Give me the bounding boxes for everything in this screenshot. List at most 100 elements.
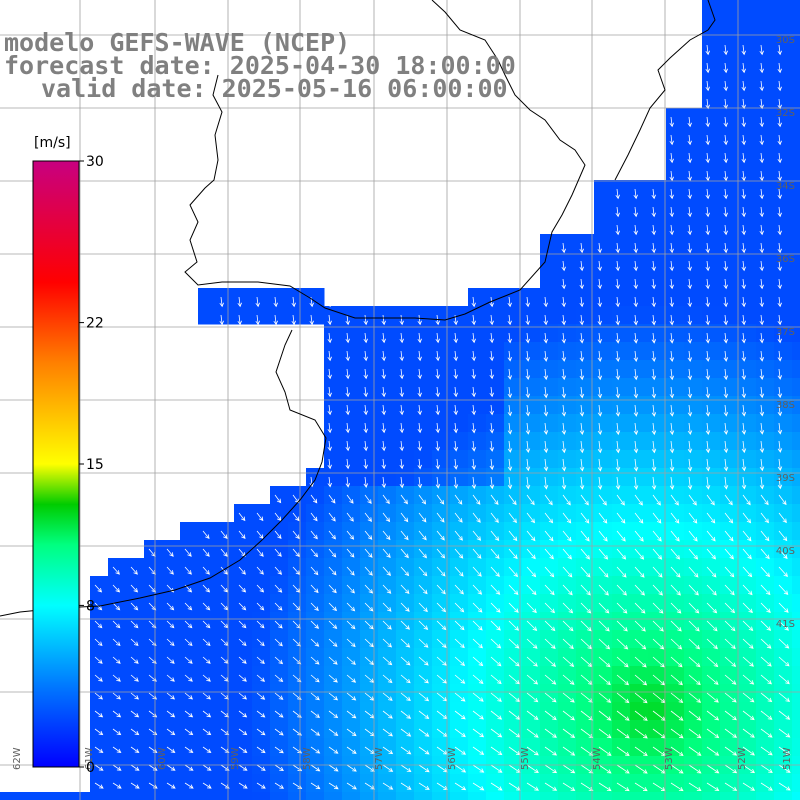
wind-cell	[234, 540, 253, 559]
wind-cell	[450, 720, 469, 739]
wind-cell	[198, 630, 217, 649]
wind-cell	[756, 558, 775, 577]
wind-arrow	[274, 674, 284, 683]
wind-cell	[540, 378, 559, 397]
wind-cell	[594, 216, 613, 235]
wind-cell	[288, 720, 307, 739]
wind-cell	[504, 684, 523, 703]
wind-cell	[414, 630, 433, 649]
wind-cell	[144, 612, 163, 631]
wind-cell	[738, 288, 757, 307]
wind-arrow	[777, 134, 782, 146]
wind-cell	[252, 306, 271, 325]
wind-cell	[180, 648, 199, 667]
wind-cell	[774, 630, 793, 649]
wind-cell	[486, 576, 505, 595]
wind-cell	[90, 684, 109, 703]
wind-arrow	[130, 728, 140, 736]
wind-cell	[756, 180, 775, 199]
wind-cell	[756, 18, 775, 37]
wind-arrow	[688, 494, 697, 506]
wind-arrow	[94, 638, 103, 647]
wind-cell	[558, 288, 577, 307]
wind-arrow	[742, 566, 753, 578]
wind-arrow	[616, 674, 630, 686]
wind-arrow	[760, 566, 771, 578]
wind-cell	[702, 342, 721, 361]
wind-cell	[468, 774, 487, 793]
wind-cell	[756, 108, 775, 127]
wind-arrow	[579, 368, 585, 381]
wind-arrow	[579, 260, 584, 272]
wind-cell	[648, 630, 667, 649]
wind-arrow	[489, 314, 494, 326]
wind-cell	[324, 612, 343, 631]
wind-cell	[648, 414, 667, 433]
wind-arrow	[274, 548, 282, 557]
wind-cell	[396, 558, 415, 577]
wind-cell	[540, 342, 559, 361]
wind-cell	[468, 522, 487, 541]
wind-cell	[792, 288, 800, 307]
wind-arrow	[634, 674, 648, 686]
wind-cell	[450, 432, 469, 451]
wind-cell	[396, 594, 415, 613]
wind-cell	[324, 522, 343, 541]
wind-cell	[414, 504, 433, 523]
wind-arrow	[274, 620, 283, 629]
wind-arrow	[598, 674, 611, 686]
wind-arrow	[706, 782, 720, 791]
wind-cell	[360, 360, 379, 379]
wind-arrow	[399, 422, 404, 434]
model-title: modelo GEFS-WAVE (NCEP)	[4, 28, 351, 57]
wind-cell	[378, 378, 397, 397]
wind-cell	[486, 684, 505, 703]
wind-cell	[396, 378, 415, 397]
wind-arrow	[471, 332, 476, 344]
wind-cell	[324, 342, 343, 361]
wind-arrow	[453, 368, 458, 380]
wind-cell	[594, 702, 613, 721]
wind-arrow	[706, 746, 720, 756]
wind-cell	[396, 612, 415, 631]
lat-label: 36S	[776, 254, 795, 265]
lat-label: 37S	[776, 327, 795, 338]
wind-arrow	[669, 296, 674, 308]
wind-cell	[450, 684, 469, 703]
wind-cell	[360, 306, 379, 325]
wind-cell	[558, 306, 577, 325]
wind-arrow	[507, 458, 513, 472]
wind-cell	[396, 738, 415, 757]
wind-arrow	[490, 512, 499, 524]
wind-arrow	[436, 638, 447, 648]
wind-cell	[666, 594, 685, 613]
wind-cell	[738, 648, 757, 667]
wind-cell	[378, 612, 397, 631]
wind-cell	[774, 198, 793, 217]
wind-cell	[108, 792, 127, 800]
wind-arrow	[579, 242, 584, 254]
wind-arrow	[345, 332, 350, 344]
wind-cell	[360, 522, 379, 541]
wind-arrow	[687, 440, 693, 454]
wind-arrow	[759, 458, 765, 472]
wind-cell	[648, 720, 667, 739]
wind-cell	[252, 630, 271, 649]
wind-cell	[180, 738, 199, 757]
wind-cell	[396, 504, 415, 523]
wind-arrow	[417, 458, 423, 470]
wind-arrow	[616, 602, 628, 614]
wind-cell	[414, 468, 433, 487]
wind-cell	[738, 486, 757, 505]
wind-arrow	[651, 188, 656, 200]
wind-cell	[792, 144, 800, 163]
wind-arrow	[238, 728, 248, 736]
wind-arrow	[597, 296, 602, 308]
wind-cell	[540, 504, 559, 523]
wind-cell	[324, 684, 343, 703]
wind-cell	[108, 630, 127, 649]
wind-cell	[648, 216, 667, 235]
wind-cell	[324, 576, 343, 595]
wind-cell	[414, 666, 433, 685]
